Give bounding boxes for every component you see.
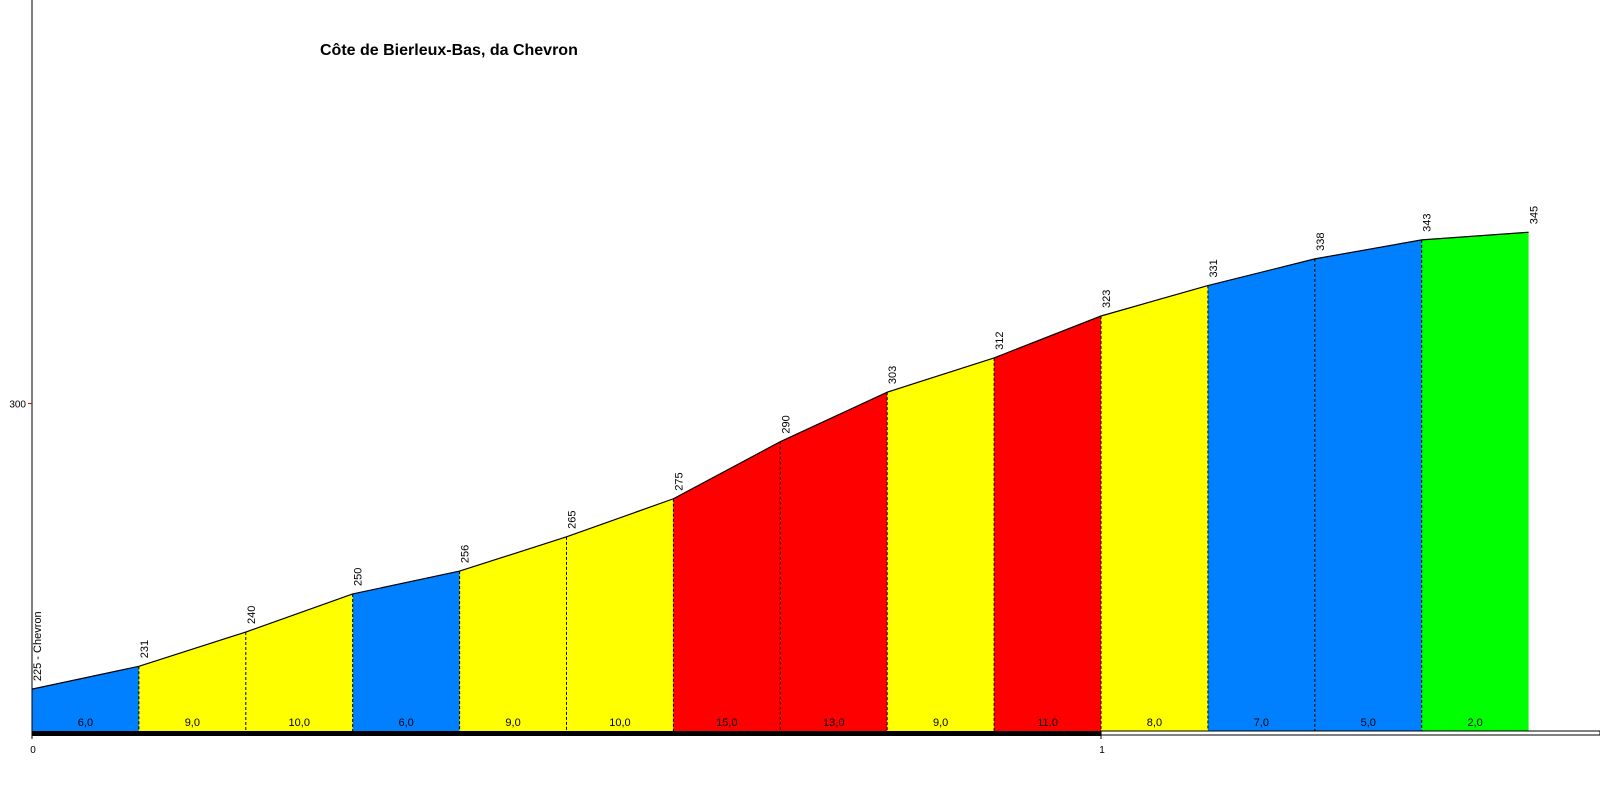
elevation-label: 250	[353, 568, 365, 586]
elevation-label: 323	[1101, 290, 1113, 308]
grade-label: 15,0	[716, 717, 737, 729]
elevation-label: 312	[994, 332, 1006, 350]
elevation-label: 256	[460, 545, 472, 563]
x-tick-label: 0	[30, 745, 36, 756]
segment-fill	[1314, 239, 1422, 731]
segment-fill	[887, 357, 995, 731]
segment-fill	[780, 392, 888, 731]
elevation-label: 338	[1315, 233, 1327, 251]
grade-label: 5,0	[1361, 717, 1376, 729]
segment-fill	[566, 498, 674, 731]
grade-label: 8,0	[1147, 717, 1162, 729]
chart-title: Côte de Bierleux-Bas, da Chevron	[320, 42, 578, 59]
segment-fill	[1101, 285, 1208, 731]
grade-label: 7,0	[1254, 717, 1269, 729]
elevation-label: 231	[139, 640, 151, 658]
distance-bar-km0	[32, 731, 1101, 736]
elevation-label: 343	[1422, 214, 1434, 232]
axes: 300 0 1	[9, 0, 1600, 756]
grade-labels: 6,0 9,0 10,0 6,0 9,0 10,0 15,0 13,0 9,0 11,0 8,0 7,…	[78, 717, 1483, 729]
y-tick-label: 300	[9, 400, 26, 411]
grade-label: 6,0	[399, 717, 414, 729]
grade-label: 10,0	[289, 717, 310, 729]
segment-fill	[138, 632, 246, 731]
segment-fill	[1421, 232, 1529, 731]
elevation-label: 275	[673, 472, 685, 490]
grade-label: 10,0	[609, 717, 630, 729]
elevation-label: 345	[1529, 206, 1541, 224]
elevation-label: 331	[1208, 259, 1220, 277]
profile-line	[31, 231, 1529, 690]
segment-fill	[352, 571, 460, 731]
segment-fill	[32, 666, 139, 731]
segment-fill	[245, 593, 353, 731]
elevation-label: 303	[887, 366, 899, 384]
profile-line-group	[31, 231, 1529, 690]
elevation-label: 240	[246, 606, 258, 624]
gradient-segments	[32, 232, 1529, 731]
grade-label: 6,0	[78, 717, 93, 729]
grade-label: 9,0	[505, 717, 520, 729]
segment-fill	[459, 536, 567, 731]
x-tick-label: 1	[1099, 745, 1105, 756]
grade-label: 11,0	[1037, 717, 1058, 729]
distance-bar-km1	[1100, 730, 1600, 736]
elevation-label: 265	[567, 510, 579, 528]
grade-label: 13,0	[823, 717, 844, 729]
elevation-label: 290	[780, 415, 792, 433]
segment-fill	[1207, 258, 1315, 731]
elevation-labels: 225 - Chevron 231 240 250 256 265 275 290 303 312…	[32, 206, 1541, 681]
segment-fill	[994, 316, 1101, 731]
grade-label: 2,0	[1468, 717, 1483, 729]
segment-fill	[673, 441, 781, 731]
grade-label: 9,0	[185, 717, 200, 729]
grade-label: 9,0	[933, 717, 948, 729]
segment-dividers	[138, 239, 1423, 731]
elevation-label: 225 - Chevron	[32, 611, 44, 681]
